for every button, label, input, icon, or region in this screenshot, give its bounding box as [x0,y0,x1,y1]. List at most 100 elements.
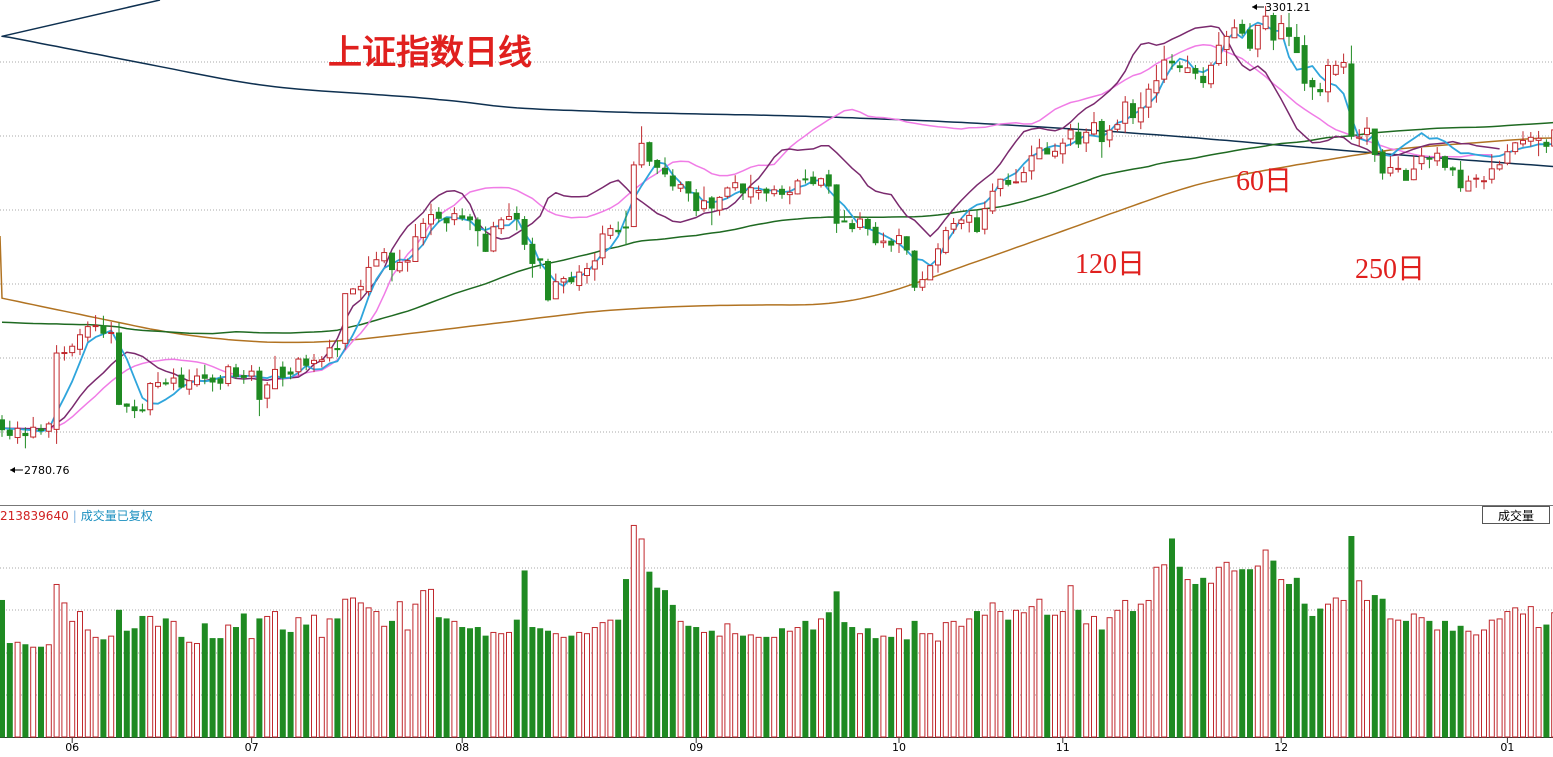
candlestick [326,339,333,362]
volume-bar-up [428,588,434,738]
volume-bar-up [755,636,762,738]
candlestick [997,178,1004,197]
candlestick [279,361,286,387]
volume-bar-up [896,628,902,738]
candle-body-up [607,228,614,236]
volume-bar-up [77,611,83,738]
candlestick [1091,111,1097,136]
candle-body-down [654,160,661,168]
candle-body-down [1192,68,1199,74]
candlestick [1504,144,1511,166]
volume-bar-up [1028,606,1035,738]
candlestick [248,365,255,381]
candlestick [786,186,793,205]
candlestick [1153,65,1160,103]
volume-bar-up [1083,623,1090,738]
candlestick [209,374,216,392]
candlestick [1348,45,1355,140]
candle-body-down [1449,167,1456,171]
candlestick [896,228,902,253]
candlestick [513,206,520,231]
volume-bar-up [1036,598,1043,738]
volume-bar-up [1223,561,1230,738]
candle-body-down [1044,148,1051,155]
candle-body-up [896,235,902,245]
candlestick [638,126,645,168]
volume-bar-up [724,623,731,738]
volume-bar-down [116,609,122,738]
candlestick [201,364,208,385]
candle-body-down [740,183,746,194]
candle-body-up [576,271,583,287]
candle-body-up [186,380,193,390]
candlestick [966,210,973,233]
volume-bar-down [1192,583,1199,738]
volume-bar-up [1332,597,1339,738]
candlestick [272,355,278,390]
candlestick [724,186,731,199]
candlestick [1512,141,1519,155]
candlestick [568,271,575,284]
month-label: 08 [455,741,469,753]
candle-body-up [1278,23,1285,40]
candle-body-down [209,377,216,383]
candle-body-up [1208,64,1214,85]
candle-body-down [1239,23,1246,34]
candlestick [194,368,200,387]
candlestick [1551,129,1553,147]
candle-body-up [1153,80,1160,94]
candle-body-down [708,197,715,209]
candle-body-up [1410,168,1417,181]
candle-body-up [342,293,349,344]
candlestick [482,226,489,252]
candlestick [935,243,941,273]
candle-body-down [131,406,138,412]
candle-body-down [669,175,676,187]
candle-body-up [786,191,793,196]
candlestick [1496,160,1503,171]
candlestick [1130,99,1136,125]
candlestick [1332,60,1339,76]
candlestick [69,343,76,357]
volume-bar-up [966,618,973,738]
volume-bar-down [1457,625,1464,738]
candle-body-up [958,219,965,224]
volume-bar-down [903,639,910,738]
volume-bar-down [537,628,544,738]
volume-bar-up [1184,579,1191,738]
candlestick [1145,83,1152,118]
volume-bar-down [1200,577,1207,738]
candlestick [264,382,271,409]
volume-indicator-button[interactable]: 成交量 [1482,506,1550,524]
volume-bar-down [1379,598,1386,738]
candle-body-up [92,325,99,328]
volume-bar-down [802,620,809,738]
candle-body-down [1403,169,1409,181]
candle-body-up [1340,62,1347,68]
candle-body-down [1169,60,1175,64]
volume-bar-up [958,625,965,738]
volume-bars [0,524,1553,738]
volume-bar-down [209,638,216,738]
candle-body-down [1286,27,1292,37]
volume-bar-up [1161,564,1168,738]
candlestick [428,203,434,236]
volume-bar-up [381,625,388,738]
volume-bar-down [1075,609,1082,738]
candle-body-down [568,277,575,283]
candlestick [0,415,5,437]
volume-bar-up [942,622,949,738]
candlestick [857,212,863,230]
volume-bar-down [0,599,5,738]
volume-bar-down [474,627,481,738]
candle-body-down [1075,131,1082,145]
candlestick [763,187,770,202]
volume-bar-up [599,622,606,738]
candle-body-down [911,250,918,288]
candle-body-up [1356,136,1363,139]
candle-body-up [506,216,512,220]
candle-body-up [677,184,684,189]
candle-body-down [1176,65,1183,69]
volume-bar-up [272,611,278,738]
candlestick [1067,123,1074,146]
